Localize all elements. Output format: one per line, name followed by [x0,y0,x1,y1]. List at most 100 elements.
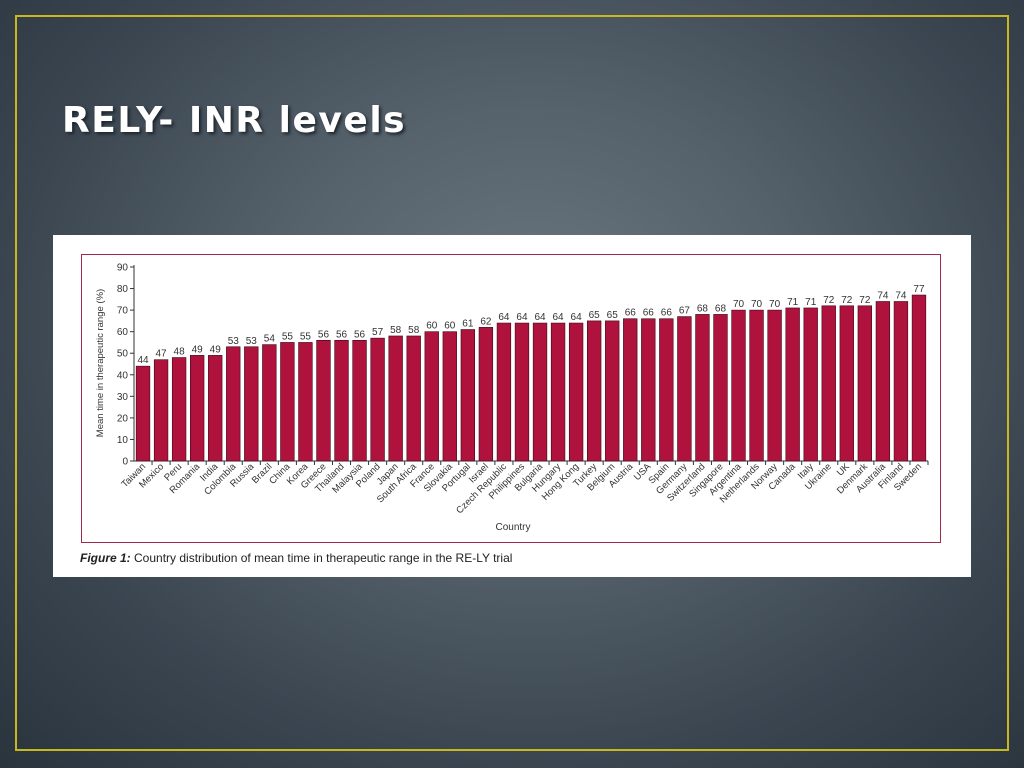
bar [370,337,385,462]
bar-value-label: 64 [534,312,546,323]
y-axis-label: Mean time in therapeutic range (%) [95,289,106,437]
y-tick-label: 0 [122,457,128,468]
bar-value-label: 61 [462,319,474,330]
y-tick-label: 80 [117,284,129,295]
bar [406,335,421,462]
figure-panel: Mean time in therapeutic range (%) Count… [53,235,971,577]
bar [208,355,223,462]
bar [677,316,692,462]
figure-caption-label: Figure 1: [80,551,131,565]
bar-value-label: 62 [480,316,492,327]
bar-value-label: 72 [841,295,853,306]
bar [460,329,475,462]
bar [568,322,584,462]
country-ttr-bar-chart: Mean time in therapeutic range (%) Count… [95,263,929,533]
bar-value-label: 67 [679,306,691,317]
bar-value-label: 72 [823,295,835,306]
bar [587,320,602,462]
bar-value-label: 65 [589,310,601,321]
bar [514,322,530,462]
bar-value-label: 68 [697,303,709,314]
bar [893,301,909,462]
bar [226,346,241,462]
bar [478,327,494,462]
y-tick-label: 10 [117,435,129,446]
bar [352,339,367,462]
bar-value-label: 60 [426,321,438,332]
slide-title: RELY- INR levels [62,100,407,141]
bar-value-label: 56 [318,329,330,340]
bar [334,339,349,462]
bar [641,318,656,462]
bar-value-label: 47 [156,349,168,360]
bar-value-label: 60 [444,321,456,332]
bar-value-label: 65 [607,310,619,321]
figure-caption-text: Country distribution of mean time in the… [134,551,513,565]
bar [839,305,854,462]
bar [875,301,891,462]
y-tick-label: 70 [117,306,129,317]
bar-value-label: 57 [372,327,384,338]
bar-value-label: 71 [787,297,799,308]
bar-value-label: 49 [192,344,204,355]
bar [695,314,710,462]
slide-frame [15,15,1009,751]
bar [316,339,331,462]
bar-value-label: 66 [625,308,637,319]
bar-value-label: 64 [516,312,528,323]
bar [911,294,927,462]
bar-value-label: 70 [751,299,763,310]
y-tick-label: 40 [117,370,129,381]
bar-value-label: 54 [264,334,276,345]
bar [262,344,277,462]
bar-value-label: 49 [210,344,222,355]
y-tick-label: 20 [117,413,129,424]
bar-value-label: 66 [661,308,673,319]
bar-value-label: 56 [354,329,366,340]
bar [298,342,313,462]
y-tick-label: 50 [117,349,129,360]
bar [605,320,620,462]
bar [190,355,205,462]
bar [731,309,746,462]
bar-value-label: 58 [390,325,402,336]
bar-value-label: 66 [643,308,655,319]
bar [749,309,764,462]
bar-value-label: 77 [913,284,925,295]
bar [550,322,566,462]
bar [388,335,403,462]
bar-value-label: 71 [805,297,817,308]
bar [767,309,782,462]
bar [171,357,187,462]
bar [857,305,872,462]
y-tick-label: 90 [117,263,129,274]
bar [424,331,439,462]
bar [153,359,169,462]
figure-caption: Figure 1: Country distribution of mean t… [80,551,512,565]
bar-value-label: 74 [895,290,907,301]
bar-value-label: 72 [859,295,871,306]
bar-value-label: 70 [733,299,745,310]
bar-value-label: 64 [571,312,583,323]
figure-border [81,254,941,543]
bar-value-label: 44 [137,355,149,366]
x-axis-label: Country [495,522,530,533]
bar [785,307,800,462]
bar [821,305,836,462]
bar [496,322,512,462]
y-tick-label: 30 [117,392,129,403]
bar-value-label: 55 [300,331,312,342]
bar [442,331,457,462]
bar [280,342,295,462]
bar-value-label: 74 [877,290,889,301]
bar [623,318,638,462]
bar-value-label: 55 [282,331,294,342]
bar [135,365,151,462]
bar [532,322,548,462]
bar [803,307,818,462]
bar-value-label: 53 [246,336,258,347]
y-tick-label: 60 [117,327,129,338]
bar-value-label: 70 [769,299,781,310]
bar-value-label: 58 [408,325,420,336]
bar-value-label: 64 [553,312,565,323]
